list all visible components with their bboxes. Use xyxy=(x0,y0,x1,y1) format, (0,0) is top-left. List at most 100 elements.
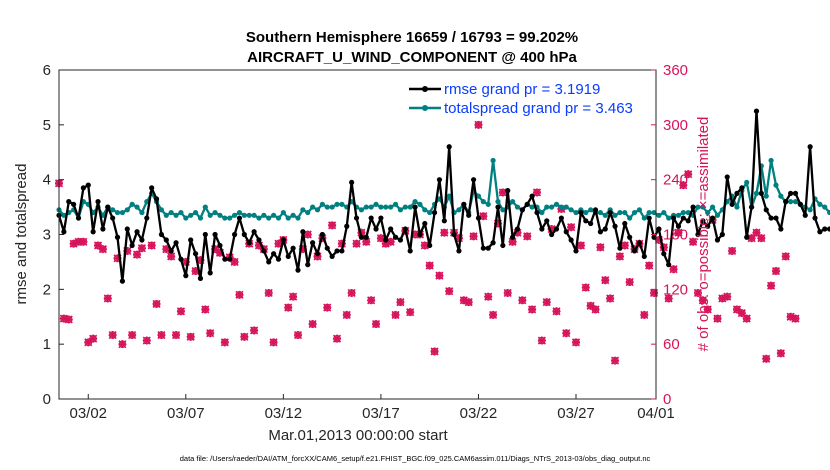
obs-assimilated-point xyxy=(362,237,371,246)
obs-assimilated-point xyxy=(664,294,673,303)
right-y-tick-label: 180 xyxy=(663,227,688,244)
totalspread-point xyxy=(646,209,652,216)
rmse-point xyxy=(129,242,135,249)
totalspread-point xyxy=(183,215,189,221)
rmse-point xyxy=(529,193,535,199)
obs-assimilated-point xyxy=(625,277,634,287)
totalspread-point xyxy=(778,193,784,199)
rmse-point xyxy=(207,270,213,276)
totalspread-point xyxy=(446,193,452,199)
rmse-point xyxy=(729,201,735,207)
rmse-point xyxy=(475,215,482,221)
totalspread-point xyxy=(329,204,335,210)
obs-assimilated-point xyxy=(484,292,493,301)
obs-assimilated-point xyxy=(654,235,663,245)
obs-assimilated-point xyxy=(713,314,722,323)
rmse-point xyxy=(349,179,355,186)
rmse-point xyxy=(124,226,130,232)
totalspread-point xyxy=(217,212,223,218)
obs-assimilated-point xyxy=(410,230,420,239)
obs-assimilated-point xyxy=(235,290,244,299)
rmse-point xyxy=(319,231,325,238)
totalspread-point xyxy=(788,199,794,205)
totalspread-point xyxy=(700,204,706,210)
legend: rmse grand pr = 3.1919 totalspread grand… xyxy=(409,81,633,117)
left-y-tick-label: 5 xyxy=(43,117,51,134)
obs-assimilated-point xyxy=(371,319,381,329)
rmse-point xyxy=(202,231,208,238)
rmse-point xyxy=(641,253,647,260)
rmse-point xyxy=(368,215,374,221)
obs-assimilated-point xyxy=(59,314,68,323)
rmse-point xyxy=(427,242,433,249)
rmse-point xyxy=(417,231,423,238)
totalspread-point xyxy=(744,179,750,186)
obs-assimilated-point xyxy=(776,349,785,358)
totalspread-point xyxy=(510,199,516,205)
rmse-point xyxy=(158,231,165,238)
rmse-point xyxy=(612,223,618,229)
obs-assimilated-point xyxy=(176,307,186,316)
totalspread-point xyxy=(251,212,257,218)
rmse-point xyxy=(271,251,277,257)
right-y-tick-label: 0 xyxy=(663,391,671,408)
rmse-point xyxy=(573,248,579,254)
obs-assimilated-point xyxy=(376,234,385,243)
rmse-point xyxy=(514,226,521,232)
obs-assimilated-point xyxy=(737,309,746,318)
rmse-point xyxy=(719,231,725,238)
totalspread-point xyxy=(314,207,321,213)
right-y-tick-label: 360 xyxy=(663,62,688,79)
totalspread-point xyxy=(368,204,374,210)
totalspread-point xyxy=(363,204,369,210)
totalspread-point xyxy=(163,212,169,218)
totalspread-point xyxy=(407,204,413,210)
obs-assimilated-point xyxy=(562,329,571,338)
totalspread-point xyxy=(490,157,496,164)
obs-assimilated-point xyxy=(440,228,449,237)
rmse-point xyxy=(85,182,91,188)
rmse-point xyxy=(412,204,418,210)
rmse-point xyxy=(290,245,296,251)
rmse-point xyxy=(797,201,803,207)
x-axis: 03/02 03/07 03/12 03/17 03/22 03/27 04/01 xyxy=(69,394,675,422)
rmse-point xyxy=(578,209,584,216)
totalspread-point xyxy=(227,215,233,221)
rmse-point xyxy=(251,229,257,235)
totalspread-point xyxy=(597,209,603,216)
totalspread-point xyxy=(134,204,140,210)
obs-assimilated-point xyxy=(396,298,405,307)
totalspread-point xyxy=(192,209,199,216)
totalspread-point xyxy=(763,193,769,199)
rmse-point xyxy=(768,215,774,221)
totalspread-point xyxy=(178,209,184,216)
totalspread-point xyxy=(114,209,121,216)
rmse-point xyxy=(256,237,262,243)
obs-assimilated-point xyxy=(698,296,707,305)
obs-assimilated-point xyxy=(254,241,264,250)
rmse-point xyxy=(188,237,194,243)
obs-assimilated-point xyxy=(781,252,790,261)
totalspread-point xyxy=(236,209,243,216)
totalspread-point xyxy=(334,201,340,207)
rmse-point xyxy=(685,218,691,224)
rmse-point xyxy=(392,234,399,240)
obs-assimilated-point xyxy=(645,261,654,270)
totalspread-point xyxy=(544,204,550,210)
rmse-point xyxy=(285,253,291,260)
rmse-point xyxy=(617,245,623,251)
obs-assimilated-point xyxy=(459,296,468,305)
obs-assimilated-point xyxy=(615,252,624,261)
rmse-point xyxy=(505,188,511,194)
x-tick-label: 03/17 xyxy=(362,405,400,422)
totalspread-point xyxy=(427,209,433,216)
rmse-point xyxy=(266,259,272,265)
rmse-point xyxy=(739,185,745,191)
obs-assimilated-point xyxy=(454,234,464,243)
rmse-point xyxy=(329,253,335,260)
totalspread-point xyxy=(773,182,779,188)
rmse-point xyxy=(583,218,589,224)
rmse-point xyxy=(539,226,545,232)
totalspread-point xyxy=(158,207,165,213)
rmse-point xyxy=(568,237,574,243)
